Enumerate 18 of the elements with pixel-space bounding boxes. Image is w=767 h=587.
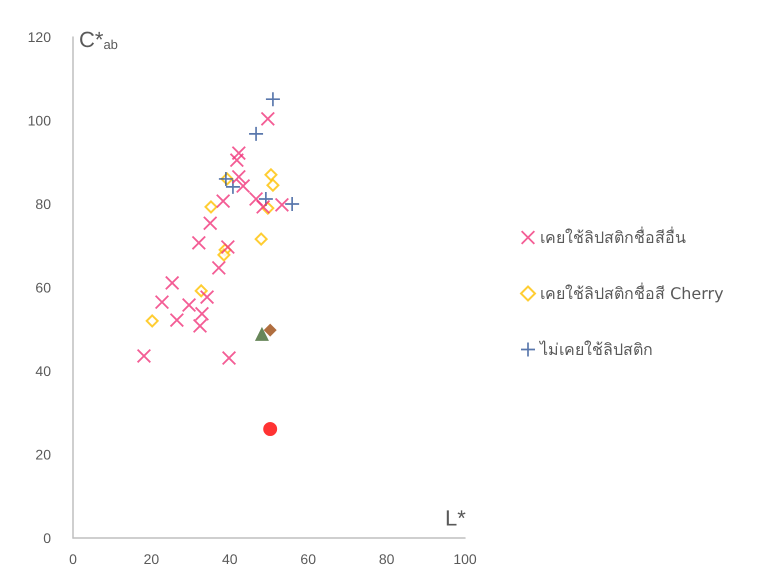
legend-label: เคยใช้ลิปสติกชื่อสีอื่น bbox=[540, 226, 686, 247]
y-tick-label: 40 bbox=[35, 363, 52, 379]
x-tick-label: 100 bbox=[453, 551, 477, 567]
x-tick-label: 0 bbox=[69, 551, 78, 567]
x-tick-label: 40 bbox=[222, 551, 238, 567]
legend-label: ไม่เคยใช้ลิปสติก bbox=[538, 340, 653, 359]
legend-label: เคยใช้ลิปสติกชื่อสี Cherry bbox=[540, 282, 724, 303]
y-tick-label: 20 bbox=[35, 446, 52, 462]
x-axis-title: L* bbox=[445, 506, 466, 530]
y-axis-title: C*ab bbox=[79, 27, 118, 52]
y-tick-label: 100 bbox=[28, 112, 52, 128]
y-tick-label: 80 bbox=[35, 196, 52, 212]
x-tick-label: 60 bbox=[300, 551, 316, 567]
y-tick-label: 0 bbox=[43, 530, 52, 546]
y-tick-label: 60 bbox=[35, 280, 52, 296]
y-tick-label: 120 bbox=[28, 29, 52, 45]
x-tick-label: 80 bbox=[378, 551, 395, 567]
x-tick-label: 20 bbox=[144, 551, 160, 567]
